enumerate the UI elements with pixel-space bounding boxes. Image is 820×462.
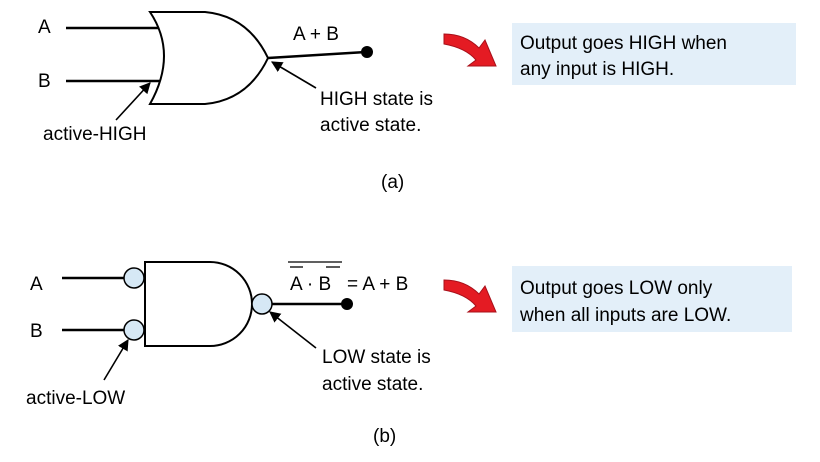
active-low-label: active-LOW <box>26 388 125 409</box>
high-state-note-line2: active state. <box>320 115 421 136</box>
or-output-line <box>267 50 367 60</box>
or-output-terminal <box>361 46 373 58</box>
or-callout-line2: any input is HIGH. <box>520 59 674 80</box>
nand-callout-line2: when all inputs are LOW. <box>519 305 731 326</box>
nand-output-bubble <box>251 293 273 315</box>
nand-input-a-label: A <box>30 274 43 295</box>
or-input-b-label: B <box>38 71 51 92</box>
nand-callout-line1: Output goes LOW only <box>520 278 713 299</box>
or-output-expression: A + B <box>293 24 339 45</box>
low-state-note-line1: LOW state is <box>322 347 431 368</box>
nand-input-b-bubble <box>123 319 145 341</box>
active-low-pointer <box>103 339 129 381</box>
high-state-note-line1: HIGH state is <box>320 89 433 110</box>
nand-callout-box <box>512 266 792 332</box>
red-arrow-icon <box>443 279 497 313</box>
or-gate <box>148 11 270 105</box>
nand-input-a-bubble <box>123 267 145 289</box>
low-state-pointer <box>269 311 317 349</box>
or-callout-box <box>512 23 796 85</box>
active-high-pointer <box>115 82 151 121</box>
nand-input-b-label: B <box>30 321 43 342</box>
nand-output-expression-right: = A + B <box>347 274 408 295</box>
low-state-note-line2: active state. <box>322 374 423 395</box>
panel-a: A B A + B active-HIGH HIGH state is acti… <box>38 11 796 193</box>
active-high-label: active-HIGH <box>43 124 146 145</box>
caption-a: (a) <box>381 172 404 193</box>
nand-output-expression-left: A · B <box>290 274 331 295</box>
caption-b: (b) <box>373 426 396 447</box>
or-callout-line1: Output goes HIGH when <box>520 33 727 54</box>
nand-output-terminal <box>341 298 353 310</box>
high-state-pointer <box>271 61 317 89</box>
red-arrow-icon <box>443 33 497 67</box>
or-input-a-label: A <box>38 17 51 38</box>
panel-b: A B A · B = A + B active-LOW LOW state i… <box>26 261 792 447</box>
nand-gate <box>144 261 253 347</box>
